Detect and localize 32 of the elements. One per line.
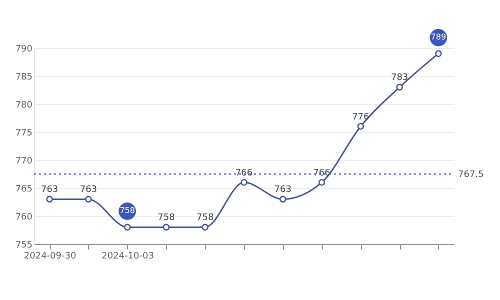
x-tick-label: 2024-10-03: [102, 252, 154, 262]
point: [357, 123, 364, 130]
y-tick-label: 755: [15, 240, 32, 250]
point: [435, 50, 442, 57]
point: [124, 224, 131, 231]
data-label: 763: [274, 185, 292, 196]
y-tick-label: 760: [15, 212, 33, 222]
ref-line-label: 767.5: [458, 170, 484, 180]
data-label: 763: [80, 185, 98, 196]
data-label: 758: [196, 213, 214, 224]
y-tick-label: 775: [15, 128, 32, 138]
data-label: 789: [430, 32, 446, 42]
data-label: 758: [158, 213, 176, 224]
point: [240, 179, 248, 186]
y-tick-label: 790: [15, 44, 33, 54]
y-tick-label: 785: [15, 72, 32, 82]
x-tick-label: 2024-09-30: [24, 252, 76, 262]
y-tick-label: 770: [15, 156, 33, 166]
point: [318, 179, 326, 186]
point: [280, 196, 286, 203]
point: [85, 196, 92, 203]
data-label: 766: [235, 168, 253, 178]
data-label: 776: [352, 112, 370, 122]
point: [202, 224, 208, 231]
data-label: 763: [40, 185, 58, 196]
point: [162, 224, 170, 231]
data-label: 758: [120, 206, 135, 216]
point: [46, 196, 53, 203]
y-tick-label: 780: [15, 100, 33, 110]
data-label: 783: [390, 73, 408, 84]
y-tick-label: 765: [15, 184, 32, 194]
point: [396, 84, 403, 91]
